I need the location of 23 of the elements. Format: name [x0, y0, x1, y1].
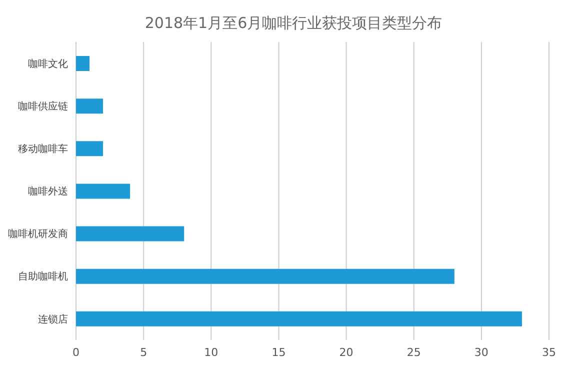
x-tick-label: 5: [140, 346, 148, 359]
bar: [76, 268, 454, 284]
y-tick-label: 连锁店: [38, 313, 68, 326]
bar: [76, 56, 90, 71]
x-tick-label: 0: [72, 346, 80, 359]
x-tick-label: 25: [406, 346, 421, 359]
bar: [76, 98, 104, 114]
bar: [76, 184, 130, 199]
y-tick-label: 移动咖啡车: [18, 142, 68, 155]
bar: [76, 226, 184, 242]
x-tick-label: 20: [339, 346, 354, 359]
y-tick-label: 咖啡外送: [28, 186, 68, 198]
x-tick-label: 10: [204, 346, 218, 359]
chart-title: 2018年1月至6月咖啡行业获投项目类型分布: [144, 13, 444, 34]
y-tick-label: 咖啡机研发商: [8, 228, 68, 240]
x-tick-label: 15: [272, 346, 286, 359]
x-tick-label: 30: [474, 346, 488, 359]
y-tick-label: 咖啡供应链: [18, 100, 68, 112]
bar: [76, 141, 104, 156]
y-tick-label: 自助咖啡机: [18, 270, 68, 283]
bar: [76, 311, 522, 326]
y-tick-label: 咖啡文化: [28, 58, 68, 70]
x-tick-label: 35: [542, 346, 556, 359]
